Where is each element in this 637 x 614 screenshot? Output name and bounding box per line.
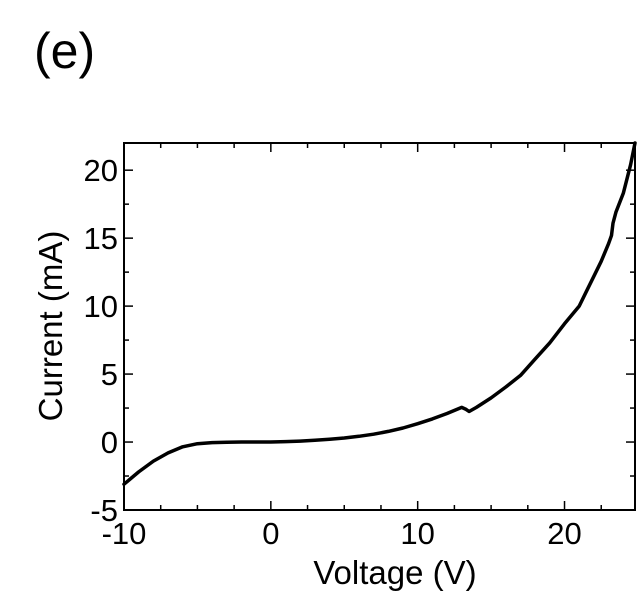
y-tick-label: 10 xyxy=(84,289,118,324)
x-tick-label: 20 xyxy=(547,516,581,551)
iv-curve-line xyxy=(122,141,637,486)
y-tick-label: 15 xyxy=(84,221,118,256)
x-tick-label: 10 xyxy=(400,516,434,551)
x-tick-label: -10 xyxy=(102,516,147,551)
y-tick-label: 20 xyxy=(84,153,118,188)
x-tick-label: 0 xyxy=(262,516,279,551)
y-axis-title: Current (mA) xyxy=(32,231,69,422)
y-tick-label: -5 xyxy=(90,493,118,528)
y-tick-label: 5 xyxy=(101,357,118,392)
panel-label: (e) xyxy=(34,23,96,79)
x-axis-title: Voltage (V) xyxy=(313,554,476,591)
plot-frame xyxy=(123,142,636,511)
y-tick-label: 0 xyxy=(101,425,118,460)
